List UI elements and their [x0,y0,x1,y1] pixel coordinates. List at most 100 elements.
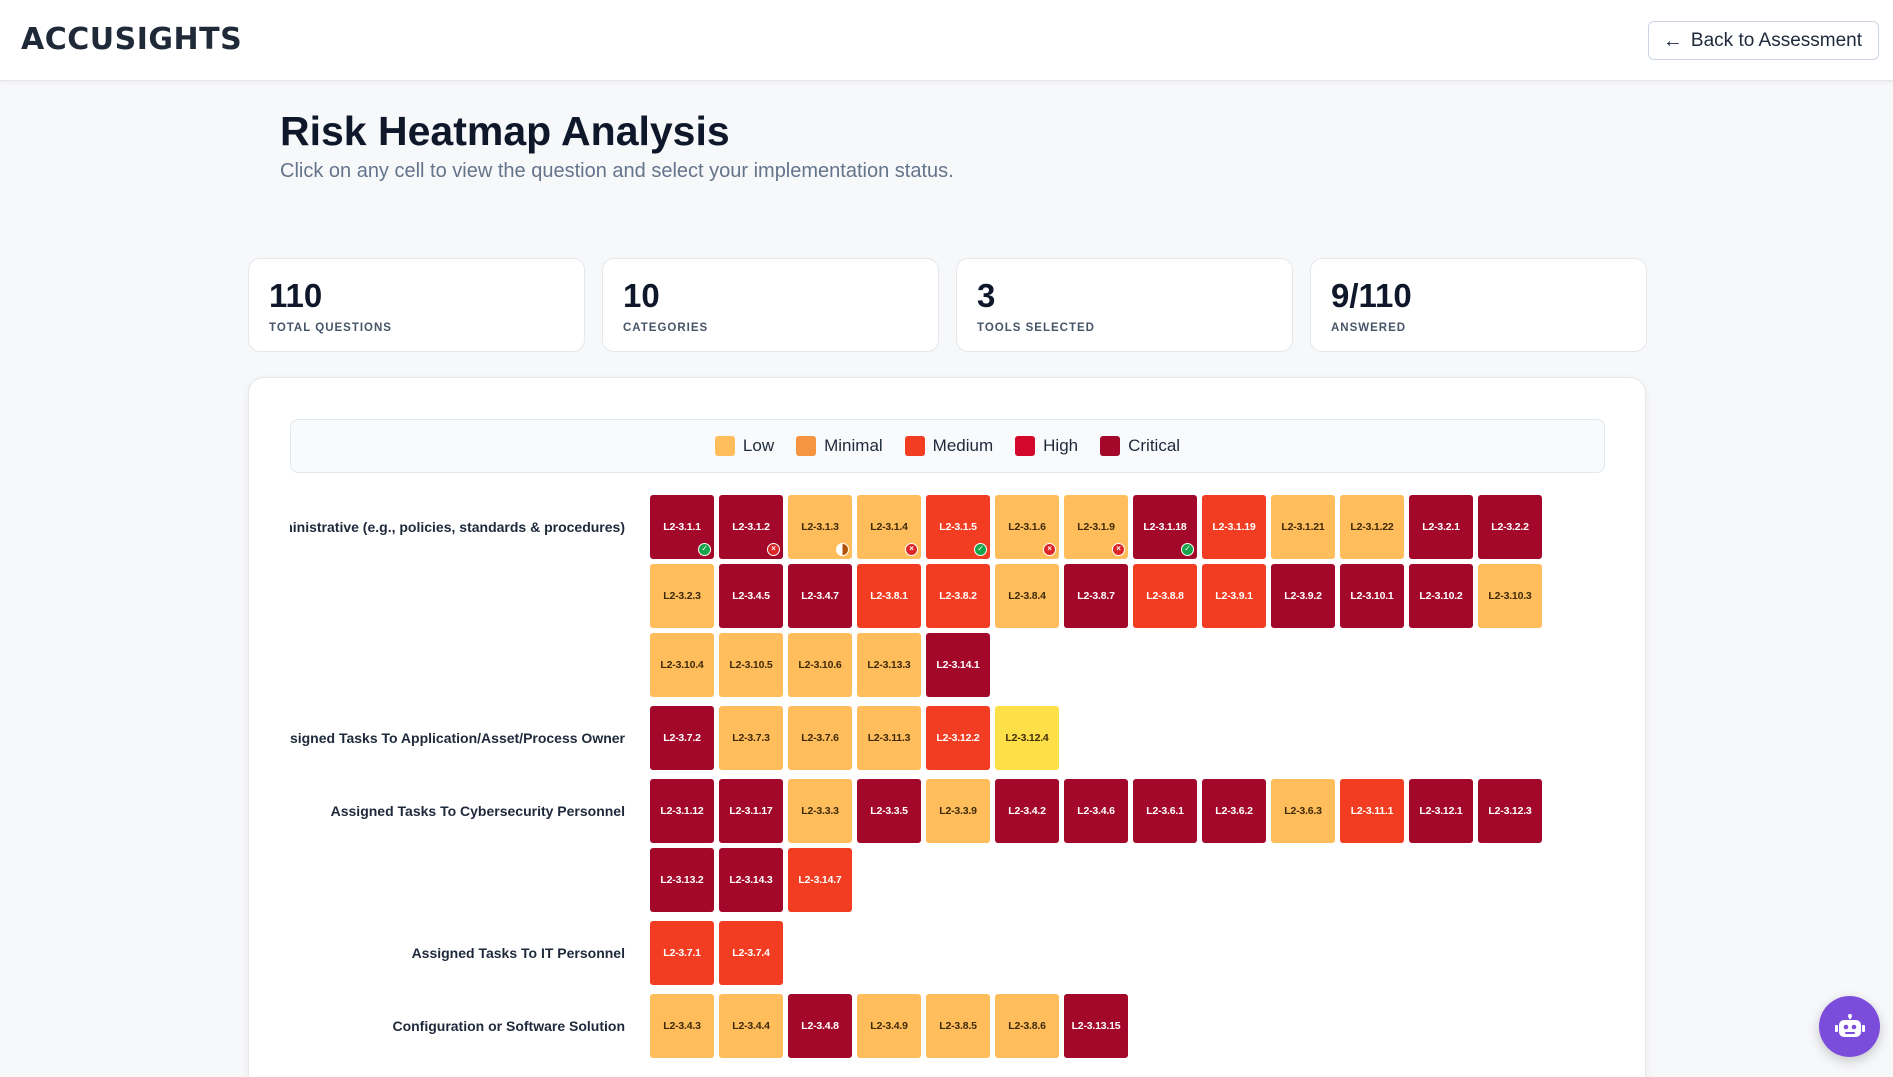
stat-label: CATEGORIES [623,322,709,334]
cell-id: L2-3.1.17 [729,805,773,817]
logo: ACCUSIGHTS [21,22,243,57]
heatmap-cell[interactable]: L2-3.1.9 × [1064,495,1128,559]
heatmap-cell[interactable]: L2-3.1.2 × [719,495,783,559]
heatmap-cell[interactable]: L2-3.8.8 [1133,564,1197,628]
back-button-label: Back to Assessment [1690,29,1862,51]
heatmap-cell[interactable]: L2-3.4.7 [788,564,852,628]
heatmap-cell[interactable]: L2-3.1.5 ✓ [926,495,990,559]
heatmap-cell[interactable]: L2-3.3.9 [926,779,990,843]
heatmap-cell[interactable]: L2-3.1.19 [1202,495,1266,559]
category-label-text: Administrative (e.g., policies, standard… [290,519,625,535]
heatmap-panel: Low Minimal Medium High Critical Administrat… [248,377,1646,1077]
heatmap-rows: Administrative (e.g., policies, standard… [290,495,1630,1067]
legend-label: Critical [1128,436,1181,455]
category-label-text: Assigned Tasks To Cybersecurity Personne… [330,803,625,819]
heatmap-cell[interactable]: L2-3.9.1 [1202,564,1266,628]
heatmap-cell[interactable]: L2-3.4.5 [719,564,783,628]
heatmap-cell[interactable]: L2-3.8.4 [995,564,1059,628]
heatmap-cell[interactable]: L2-3.10.1 [1340,564,1404,628]
heatmap-cell[interactable]: L2-3.7.6 [788,706,852,770]
cell-id: L2-3.10.3 [1488,590,1532,602]
stat-value: 3 [977,277,996,314]
heatmap-cell[interactable]: L2-3.14.7 [788,848,852,912]
heatmap-cell[interactable]: L2-3.1.4 × [857,495,921,559]
back-to-assessment-button[interactable]: ← Back to Assessment [1647,21,1879,60]
heatmap-cell[interactable]: L2-3.7.1 [650,921,714,985]
heatmap-cell[interactable]: L2-3.6.1 [1133,779,1197,843]
heatmap-cell[interactable]: L2-3.13.15 [1064,994,1128,1058]
heatmap-cell[interactable]: L2-3.8.2 [926,564,990,628]
cell-id: L2-3.14.1 [936,659,980,671]
heatmap-cell[interactable]: L2-3.8.7 [1064,564,1128,628]
heatmap-row: Configuration or Software Solution L2-3.4… [290,994,1630,1058]
cell-id: L2-3.1.2 [732,521,770,533]
heatmap-cell[interactable]: L2-3.12.1 [1409,779,1473,843]
heatmap-cell[interactable]: L2-3.6.3 [1271,779,1335,843]
heatmap-cell[interactable]: L2-3.6.2 [1202,779,1266,843]
heatmap-cell[interactable]: L2-3.1.3 [788,495,852,559]
heatmap-cell[interactable]: L2-3.10.5 [719,633,783,697]
heatmap-cell[interactable]: L2-3.12.3 [1478,779,1542,843]
heatmap-cell[interactable]: L2-3.3.3 [788,779,852,843]
heatmap-cell[interactable]: L2-3.4.4 [719,994,783,1058]
cell-id: L2-3.4.5 [732,590,770,602]
heatmap-legend: Low Minimal Medium High Critical [290,419,1605,473]
heatmap-cell[interactable]: L2-3.4.9 [857,994,921,1058]
heatmap-cell[interactable]: L2-3.1.6 × [995,495,1059,559]
heatmap-cell[interactable]: L2-3.8.6 [995,994,1059,1058]
heatmap-cell[interactable]: L2-3.12.4 [995,706,1059,770]
heatmap-cell[interactable]: L2-3.1.18 ✓ [1133,495,1197,559]
heatmap-cell[interactable]: L2-3.9.2 [1271,564,1335,628]
cell-id: L2-3.4.3 [663,1020,701,1032]
heatmap-cell[interactable]: L2-3.8.1 [857,564,921,628]
stats-row: 110 TOTAL QUESTIONS 10 CATEGORIES 3 TOOL… [248,258,1647,352]
cell-id: L2-3.4.6 [1077,805,1115,817]
heatmap-cell[interactable]: L2-3.3.5 [857,779,921,843]
heatmap-row: Assigned Tasks To Application/Asset/Proc… [290,706,1630,770]
heatmap-cell[interactable]: L2-3.10.2 [1409,564,1473,628]
heatmap-cell[interactable]: L2-3.1.1 ✓ [650,495,714,559]
heatmap-cell[interactable]: L2-3.13.2 [650,848,714,912]
heatmap-cell[interactable]: L2-3.1.17 [719,779,783,843]
heatmap-cell[interactable]: L2-3.10.6 [788,633,852,697]
x-icon: × [767,543,780,556]
legend-item-minimal: Minimal [796,436,883,456]
heatmap-cell[interactable]: L2-3.13.3 [857,633,921,697]
assistant-chat-button[interactable] [1819,996,1880,1057]
check-icon: ✓ [974,543,987,556]
heatmap-cell[interactable]: L2-3.10.3 [1478,564,1542,628]
heatmap-cell[interactable]: L2-3.14.3 [719,848,783,912]
category-label: Configuration or Software Solution [290,994,650,1058]
heatmap-cell[interactable]: L2-3.14.1 [926,633,990,697]
cell-id: L2-3.11.3 [867,732,911,744]
category-label: Administrative (e.g., policies, standard… [290,495,650,697]
heatmap-cell[interactable]: L2-3.4.6 [1064,779,1128,843]
cell-id: L2-3.12.4 [1005,732,1049,744]
legend-swatch [904,436,925,456]
heatmap-cell[interactable]: L2-3.7.4 [719,921,783,985]
cell-id: L2-3.9.1 [1215,590,1253,602]
heatmap-cell[interactable]: L2-3.1.12 [650,779,714,843]
heatmap-cell[interactable]: L2-3.2.2 [1478,495,1542,559]
cell-id: L2-3.1.22 [1350,521,1394,533]
heatmap-cell[interactable]: L2-3.4.3 [650,994,714,1058]
heatmap-cell[interactable]: L2-3.11.1 [1340,779,1404,843]
heatmap-cell[interactable]: L2-3.1.21 [1271,495,1335,559]
cell-id: L2-3.9.2 [1284,590,1322,602]
heatmap-cell[interactable]: L2-3.10.4 [650,633,714,697]
heatmap-cell[interactable]: L2-3.4.2 [995,779,1059,843]
legend-item-low: Low [714,436,774,456]
heatmap-cell[interactable]: L2-3.7.3 [719,706,783,770]
stat-label: TOOLS SELECTED [977,322,1095,334]
heatmap-cell[interactable]: L2-3.11.3 [857,706,921,770]
heatmap-cell[interactable]: L2-3.4.8 [788,994,852,1058]
heatmap-cell[interactable]: L2-3.12.2 [926,706,990,770]
robot-icon [1834,1013,1865,1037]
cell-id: L2-3.12.1 [1419,805,1463,817]
heatmap-cell[interactable]: L2-3.7.2 [650,706,714,770]
heatmap-cell[interactable]: L2-3.2.1 [1409,495,1473,559]
heatmap-cell[interactable]: L2-3.8.5 [926,994,990,1058]
cell-id: L2-3.6.3 [1284,805,1322,817]
heatmap-cell[interactable]: L2-3.2.3 [650,564,714,628]
heatmap-cell[interactable]: L2-3.1.22 [1340,495,1404,559]
